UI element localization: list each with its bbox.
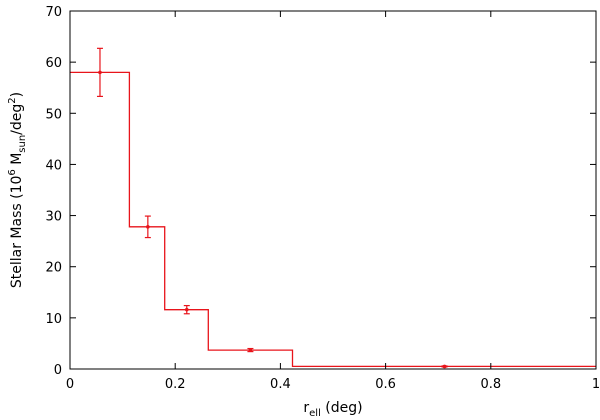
step-histogram bbox=[70, 71, 596, 368]
y-tick-label: 0 bbox=[54, 363, 62, 378]
y-tick-label: 70 bbox=[45, 5, 62, 20]
point-marker bbox=[442, 364, 447, 369]
point-marker bbox=[98, 70, 102, 75]
y-tick-label: 30 bbox=[45, 210, 62, 225]
x-tick-label: 0.6 bbox=[375, 377, 396, 392]
plot-frame bbox=[69, 10, 597, 370]
step-series-line bbox=[70, 71, 596, 368]
x-tick-label: 1 bbox=[592, 377, 600, 392]
y-axis-title: Stellar Mass (106 Msun/deg2) bbox=[7, 92, 28, 288]
y-tick-label: 60 bbox=[45, 56, 62, 71]
y-tick-label: 50 bbox=[45, 107, 62, 122]
y-tick-label: 10 bbox=[45, 312, 62, 327]
data-point-1 bbox=[96, 47, 103, 98]
data-point-5 bbox=[441, 364, 448, 369]
point-marker bbox=[146, 225, 150, 229]
x-tick-label: 0 bbox=[66, 377, 74, 392]
plot-area bbox=[69, 10, 597, 370]
x-tick-label: 0.2 bbox=[165, 377, 186, 392]
data-point-3 bbox=[183, 304, 190, 315]
y-tick-labels: 0 10 20 30 40 50 60 70 bbox=[45, 5, 62, 378]
error-bars bbox=[96, 47, 448, 369]
point-marker bbox=[184, 307, 189, 312]
x-axis-title: rell (deg) bbox=[303, 400, 362, 419]
y-tick-label: 20 bbox=[45, 261, 62, 276]
data-point-4 bbox=[247, 347, 254, 353]
data-point-2 bbox=[144, 215, 151, 239]
point-marker bbox=[248, 348, 253, 352]
y-tick-label: 40 bbox=[45, 158, 62, 173]
axis-ticks bbox=[69, 10, 597, 370]
x-tick-label: 0.8 bbox=[480, 377, 501, 392]
x-tick-labels: 0 0.2 0.4 0.6 0.8 1 bbox=[66, 377, 600, 392]
x-tick-label: 0.4 bbox=[270, 377, 291, 392]
